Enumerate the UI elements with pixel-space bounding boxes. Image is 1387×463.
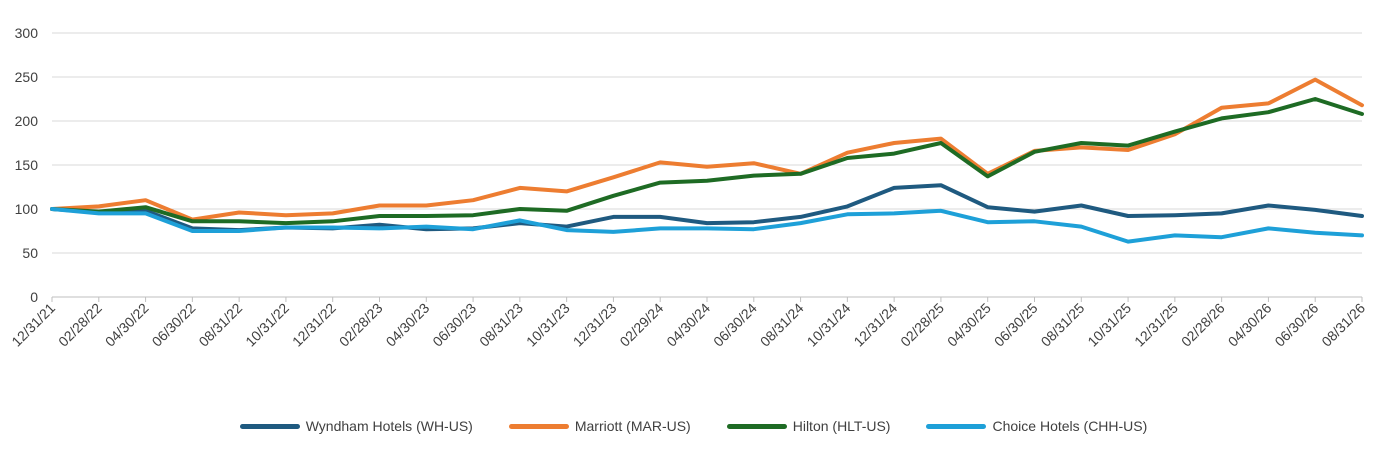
legend-item: Marriott (MAR-US) [508,418,691,434]
gridlines [52,32,1362,298]
x-tick-label: 08/31/23 [476,300,526,350]
y-axis: 0 50 100 150 200 250 300 [15,25,39,305]
legend-label: Wyndham Hotels (WH-US) [305,418,473,434]
x-tick-label: 12/31/25 [1131,300,1181,350]
x-tick-label: 08/31/22 [195,300,245,350]
y-tick-label: 200 [15,113,39,129]
y-tick-label: 250 [15,69,39,85]
y-tick-label: 0 [30,289,38,305]
x-tick-label: 04/30/22 [102,300,152,350]
x-axis: 12/31/2102/28/2204/30/2206/30/2208/31/22… [8,297,1368,350]
y-tick-label: 100 [15,201,39,217]
legend-label: Hilton (HLT-US) [792,418,891,434]
x-tick-label: 08/31/25 [1038,300,1088,350]
x-tick-label: 08/31/26 [1318,300,1368,350]
series-line-3 [50,97,1364,226]
x-tick-label: 06/30/24 [710,300,760,350]
x-tick-label: 06/30/22 [149,300,199,350]
x-tick-label: 02/28/25 [897,300,947,350]
x-tick-label: 06/30/23 [429,300,479,350]
y-tick-label: 50 [22,245,38,261]
y-tick-label: 150 [15,157,39,173]
x-tick-label: 06/30/25 [991,300,1041,350]
x-tick-label: 04/30/26 [1225,300,1275,350]
x-tick-label: 10/31/23 [523,300,573,350]
x-tick-label: 12/31/22 [289,300,339,350]
legend-label: Marriott (MAR-US) [574,418,691,434]
series-line-4 [50,207,1364,244]
x-tick-label: 12/31/23 [570,300,620,350]
series-lines [50,77,1364,244]
legend-swatch [926,423,987,429]
series-line-2 [50,77,1364,222]
x-tick-label: 02/29/24 [616,300,666,350]
x-tick-label: 04/30/24 [663,300,713,350]
x-tick-label: 12/31/24 [850,300,900,350]
x-tick-label: 10/31/25 [1084,300,1134,350]
legend-swatch [508,423,569,429]
x-tick-label: 06/30/26 [1271,300,1321,350]
x-tick-label: 02/28/22 [55,300,105,350]
legend-label: Choice Hotels (CHH-US) [992,418,1148,434]
x-tick-label: 08/31/24 [757,300,807,350]
legend-swatch [726,423,787,429]
legend-item: Choice Hotels (CHH-US) [926,418,1147,434]
x-tick-label: 10/31/22 [242,300,292,350]
x-tick-label: 10/31/24 [804,300,854,350]
y-tick-label: 300 [15,25,39,41]
x-tick-label: 02/28/23 [336,300,386,350]
x-tick-label: 04/30/25 [944,300,994,350]
legend-item: Hilton (HLT-US) [726,418,891,434]
x-tick-label: 04/30/23 [383,300,433,350]
legend-item: Wyndham Hotels (WH-US) [239,418,473,434]
x-tick-label: 12/31/21 [8,300,58,350]
x-tick-label: 02/28/26 [1178,300,1228,350]
legend-swatch [239,423,300,429]
legend: Wyndham Hotels (WH-US) Marriott (MAR-US) H… [0,418,1387,434]
